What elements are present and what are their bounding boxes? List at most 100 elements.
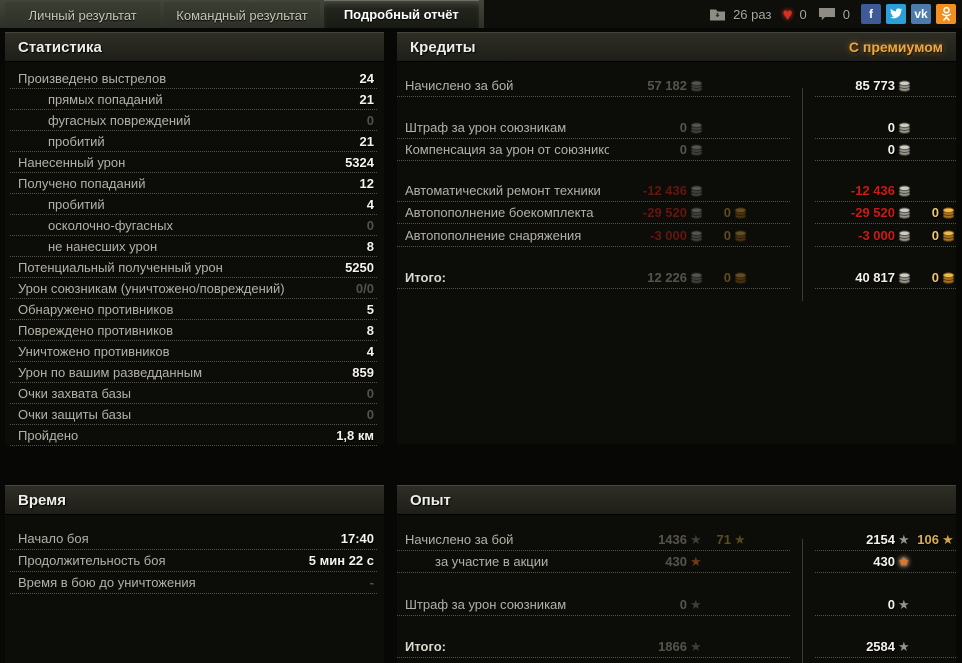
exp-row-premium-extra-icon-slot: ★ [939,533,956,546]
stat-row-value: 0 [366,217,374,233]
credit-row-premium-main-value: 0 [887,120,895,135]
credit-row-premium-main-icon-slot [895,230,912,242]
credit-row-label: Начислено за бой [405,78,514,93]
social-share-icons: f vk [861,4,956,24]
experience-title: Опыт [410,491,451,509]
stat-row-label: Урон союзникам (уничтожено/повреждений) [18,280,285,296]
credit-row-base-values: Автоматический ремонт техники -12 436 [397,180,790,202]
comments-icon[interactable] [818,7,836,21]
likes-count: 0 [799,6,807,22]
time-row-label: Начало боя [18,531,89,546]
stat-row-label: Пройдено [18,427,79,443]
stat-row-label: Уничтожено противников [18,343,170,359]
stat-row: Урон по вашим разведданным 859 [10,362,377,383]
stat-row: Получено попаданий 12 [10,173,377,194]
exp-row-premium-main-value: 2154 [866,532,895,547]
credit-row-base-main-icon-slot [687,144,704,156]
stat-row-value: 4 [366,343,374,359]
top-bar: Личный результат Командный результат Подро… [0,0,962,28]
credit-row-premium-extra-icon-slot [939,230,956,242]
stat-row-value: 8 [366,238,374,254]
exp-row-base-main-icon-slot: ★ [687,640,704,653]
stat-row: Пройдено 1,8 км [10,425,377,446]
exp-row-premium-main-value: 0 [887,597,895,612]
exp-row-premium-main-value: 430 [873,554,895,569]
credit-row-premium-values: 0 [815,139,956,161]
stat-row-value: 4 [366,196,374,212]
credit-row: Автоматический ремонт техники -12 436 -12 … [397,180,956,202]
credit-row: Автопополнение снаряжения -3 000 0 -3 000 0 [397,225,956,247]
exp-row-base-main-icon-slot: ★ [687,598,704,611]
credit-row-base-extra-value: 0 [723,270,731,285]
credit-row-base-main-value: 12 226 [647,270,687,285]
silver-coin-icon [690,272,703,284]
twitter-share-icon[interactable] [886,4,906,24]
credit-row-label: Штраф за урон союзникам [405,120,567,135]
exp-row-base-main-value: 1866 [658,639,687,654]
orange-star-icon: ★ [690,554,702,569]
credit-row-label: Итого: [405,270,446,285]
orange-star-icon: ★ [898,554,910,569]
silver-coin-icon [690,207,703,219]
time-row: Продолжительность боя 5 мин 22 с [10,550,377,572]
stat-row-label: Урон по вашим разведданным [18,364,203,380]
credit-row-base-main-value: 0 [679,142,687,157]
stat-row-label: Получено попаданий [18,175,146,191]
vk-share-icon[interactable]: vk [911,4,931,24]
like-icon[interactable]: ♥ [782,4,793,24]
time-header: Время [5,485,384,515]
stat-row-value: 0 [366,112,374,128]
stat-row-label: не нанесших урон [48,238,158,254]
silver-star-icon: ★ [898,532,910,547]
credit-row-premium-values: -29 520 0 [815,202,956,224]
stat-row-label: Нанесенный урон [18,154,126,170]
gold-coin-icon [942,230,955,242]
exp-row-premium-values: 2154 ★ 106 ★ [815,529,956,551]
credit-row-premium-main-icon-slot [895,272,912,284]
credit-row-premium-main-icon-slot [895,144,912,156]
tab-personal-result[interactable]: Личный результат [5,2,161,28]
odnoklassniki-share-icon[interactable] [936,4,956,24]
gold-coin-icon [942,207,955,219]
replay-downloads-icon[interactable] [709,7,726,21]
exp-row: Штраф за урон союзникам 0 ★ 0 ★ [397,594,956,616]
tab-team-result[interactable]: Командный результат [164,2,320,28]
stat-row: Уничтожено противников 4 [10,341,377,362]
silver-coin-icon [690,122,703,134]
credit-row: Автопополнение боекомплекта -29 520 0 -29 5… [397,202,956,224]
facebook-share-icon[interactable]: f [861,4,881,24]
silver-star-icon: ★ [898,639,910,654]
stat-row-label: Обнаружено противников [18,301,174,317]
credit-row-base-values: Штраф за урон союзникам 0 [397,117,790,139]
stat-row-value: 0/0 [355,280,374,296]
credit-row-label: Компенсация за урон от союзников [405,142,609,157]
credit-row-label: Автопополнение боекомплекта [405,205,594,220]
time-row-value: 5 мин 22 с [308,553,374,568]
time-title: Время [18,491,66,509]
credit-row-base-extra-icon-slot [731,272,748,284]
credit-row-premium-main-value: -3 000 [858,228,895,243]
credits-panel: Кредиты С премиумом Начислено за бой 57 1… [397,32,956,444]
stat-row: Очки захвата базы 0 [10,383,377,404]
credit-row: Итого: 12 226 0 40 817 0 [397,267,956,289]
exp-row-premium-values: 430 ★ [815,551,956,573]
stat-row-label: Очки защиты базы [18,406,132,422]
credit-row-premium-main-icon-slot [895,185,912,197]
stat-row: Нанесенный урон 5324 [10,152,377,173]
credit-row-base-main-icon-slot [687,272,704,284]
silver-coin-icon [690,80,703,92]
exp-row-base-extra-value: 71 [716,532,731,547]
stat-row-label: фугасных повреждений [48,112,191,128]
tab-detailed-report[interactable]: Подробный отчёт [323,0,479,28]
stat-row: осколочно-фугасных 0 [10,215,377,236]
credit-row: Штраф за урон союзникам 0 0 [397,117,956,139]
exp-row-label: Штраф за урон союзникам [405,597,567,612]
exp-row-premium-main-icon-slot: ★ [895,598,912,611]
credit-row-base-values: Компенсация за урон от союзников 0 [397,139,790,161]
credit-row-base-main-value: 57 182 [647,78,687,93]
stat-row-label: Произведено выстрелов [18,70,167,86]
credit-row-premium-main-icon-slot [895,207,912,219]
stat-row-value: 0 [366,385,374,401]
stat-row-value: 0 [366,406,374,422]
time-rows: Начало боя 17:40 Продолжительность боя 5 ми… [5,515,384,594]
